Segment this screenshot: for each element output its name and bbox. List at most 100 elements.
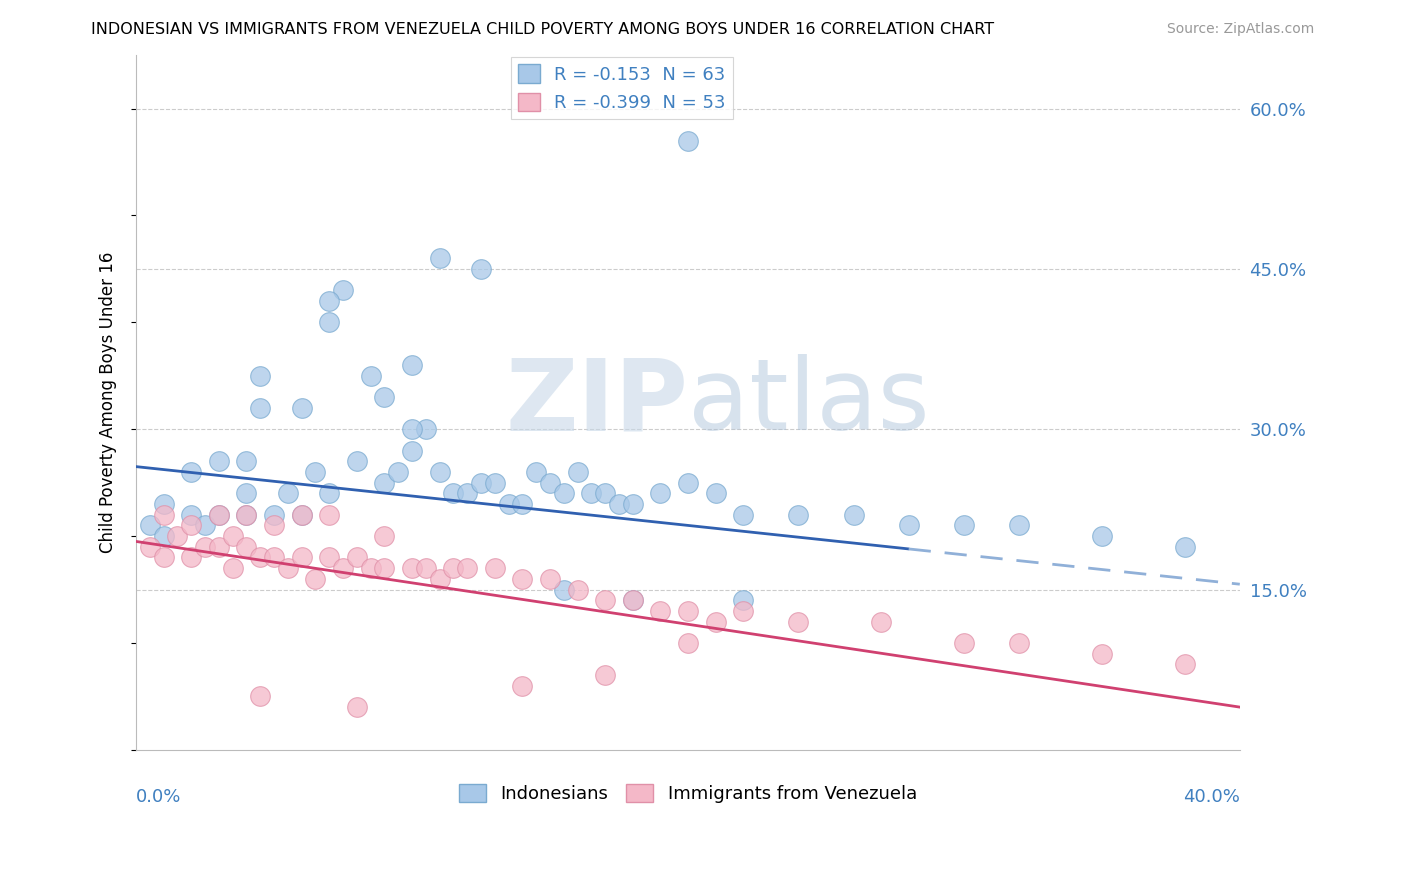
Point: [429, 572, 451, 586]
Point: [263, 508, 285, 522]
Point: [318, 315, 340, 329]
Point: [650, 604, 672, 618]
Point: [470, 475, 492, 490]
Point: [208, 454, 231, 468]
Text: Source: ZipAtlas.com: Source: ZipAtlas.com: [1167, 22, 1315, 37]
Point: [180, 518, 202, 533]
Point: [401, 443, 423, 458]
Point: [152, 508, 174, 522]
Point: [1091, 529, 1114, 543]
Point: [332, 561, 354, 575]
Point: [291, 508, 314, 522]
Point: [676, 134, 699, 148]
Point: [152, 550, 174, 565]
Point: [842, 508, 865, 522]
Point: [373, 390, 395, 404]
Point: [538, 572, 561, 586]
Point: [512, 679, 534, 693]
Point: [387, 465, 409, 479]
Text: atlas: atlas: [688, 354, 929, 451]
Point: [318, 486, 340, 500]
Point: [304, 465, 326, 479]
Point: [249, 550, 271, 565]
Point: [180, 508, 202, 522]
Point: [208, 540, 231, 554]
Point: [166, 529, 188, 543]
Point: [567, 582, 589, 597]
Point: [235, 454, 257, 468]
Point: [538, 475, 561, 490]
Point: [152, 497, 174, 511]
Point: [621, 593, 644, 607]
Point: [263, 518, 285, 533]
Point: [277, 561, 299, 575]
Point: [676, 604, 699, 618]
Point: [373, 529, 395, 543]
Point: [470, 261, 492, 276]
Point: [208, 508, 231, 522]
Point: [318, 508, 340, 522]
Point: [139, 518, 162, 533]
Point: [180, 465, 202, 479]
Point: [676, 636, 699, 650]
Point: [373, 475, 395, 490]
Point: [208, 508, 231, 522]
Point: [581, 486, 603, 500]
Point: [733, 508, 755, 522]
Point: [553, 582, 575, 597]
Point: [360, 368, 382, 383]
Legend: R = -0.153  N = 63, R = -0.399  N = 53: R = -0.153 N = 63, R = -0.399 N = 53: [510, 57, 733, 120]
Point: [346, 700, 368, 714]
Point: [429, 251, 451, 265]
Point: [733, 604, 755, 618]
Point: [235, 540, 257, 554]
Point: [897, 518, 920, 533]
Point: [415, 561, 437, 575]
Point: [235, 508, 257, 522]
Point: [401, 561, 423, 575]
Point: [567, 465, 589, 479]
Point: [621, 593, 644, 607]
Point: [291, 508, 314, 522]
Point: [593, 486, 616, 500]
Point: [704, 486, 727, 500]
Point: [676, 475, 699, 490]
Point: [152, 529, 174, 543]
Point: [318, 550, 340, 565]
Point: [870, 615, 893, 629]
Point: [607, 497, 630, 511]
Point: [346, 454, 368, 468]
Point: [360, 561, 382, 575]
Point: [1174, 540, 1197, 554]
Point: [373, 561, 395, 575]
Point: [401, 358, 423, 372]
Point: [593, 593, 616, 607]
Point: [484, 561, 506, 575]
Point: [221, 529, 243, 543]
Point: [650, 486, 672, 500]
Point: [235, 486, 257, 500]
Text: ZIP: ZIP: [505, 354, 688, 451]
Point: [235, 508, 257, 522]
Point: [332, 283, 354, 297]
Text: 40.0%: 40.0%: [1182, 788, 1240, 806]
Point: [291, 550, 314, 565]
Point: [787, 508, 810, 522]
Point: [621, 497, 644, 511]
Point: [733, 593, 755, 607]
Point: [139, 540, 162, 554]
Point: [194, 540, 217, 554]
Point: [1008, 518, 1031, 533]
Point: [1008, 636, 1031, 650]
Point: [512, 572, 534, 586]
Point: [704, 615, 727, 629]
Point: [401, 422, 423, 436]
Point: [441, 561, 464, 575]
Point: [1174, 657, 1197, 672]
Point: [291, 401, 314, 415]
Point: [249, 401, 271, 415]
Text: 0.0%: 0.0%: [136, 788, 181, 806]
Y-axis label: Child Poverty Among Boys Under 16: Child Poverty Among Boys Under 16: [100, 252, 117, 553]
Point: [456, 486, 478, 500]
Point: [249, 368, 271, 383]
